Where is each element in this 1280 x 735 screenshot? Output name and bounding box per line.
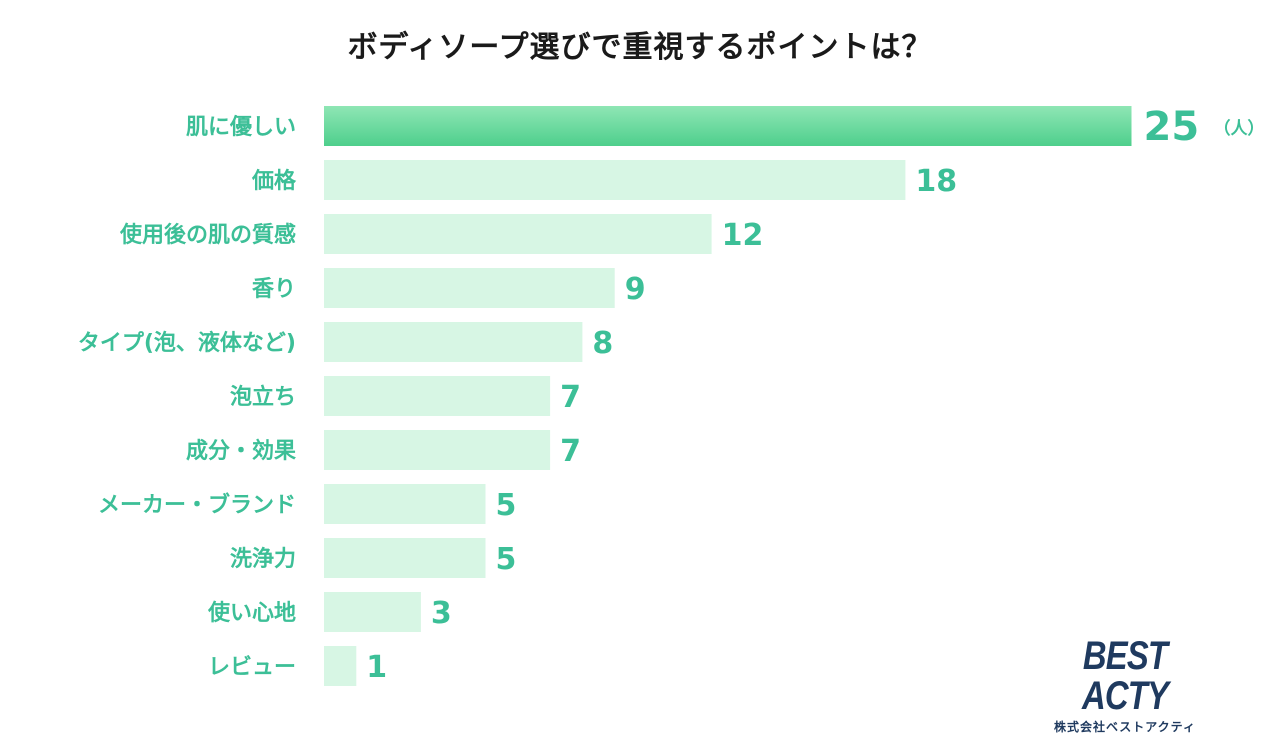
bar	[324, 268, 615, 308]
value-label: 8	[592, 326, 613, 361]
value-label: 1	[366, 650, 387, 685]
category-label: 使い心地	[207, 601, 296, 626]
category-label: タイプ(泡、液体など)	[78, 330, 296, 356]
bar	[324, 646, 357, 686]
bar	[324, 214, 712, 254]
bar	[324, 484, 486, 524]
category-label: レビュー	[208, 655, 296, 680]
value-label: 18	[915, 164, 957, 199]
bar	[324, 160, 906, 200]
chart-title: ボディソープ選びで重視するポイントは？	[347, 30, 933, 65]
category-label: 泡立ち	[230, 384, 296, 410]
value-label: 5	[496, 488, 517, 523]
company-logo: BEST ACTY 株式会社ベストアクティ	[1030, 636, 1220, 735]
category-label: 使用後の肌の質感	[119, 222, 296, 248]
category-label: 肌に優しい	[186, 115, 296, 140]
category-label: 洗浄力	[230, 546, 296, 572]
value-label: 12	[722, 218, 764, 253]
bar	[324, 376, 551, 416]
value-label: 7	[560, 380, 581, 415]
value-label: 5	[496, 542, 517, 577]
unit-label: （人）	[1214, 118, 1265, 139]
bar	[324, 322, 583, 362]
value-label: 9	[625, 272, 646, 307]
value-label: 3	[431, 596, 452, 631]
bar	[324, 430, 551, 470]
category-label: 香り	[252, 277, 296, 302]
bar	[324, 592, 421, 632]
logo-wordmark: BEST ACTY	[1081, 634, 1169, 718]
category-label: 成分・効果	[186, 438, 296, 464]
bar-highlight	[324, 106, 1132, 146]
bar	[324, 538, 486, 578]
category-label: 価格	[251, 168, 297, 194]
value-label: 7	[560, 434, 581, 469]
category-label: メーカー・ブランド	[98, 492, 296, 518]
value-label: 25	[1144, 104, 1200, 150]
logo-company-name: 株式会社ベストアクティ	[1054, 720, 1196, 734]
bar-chart: 肌に優しい 25 （人） 価格 18 使用後の肌の質感 12 香り 9 タイプ(泡、液体など) 8 泡…	[78, 104, 1265, 686]
